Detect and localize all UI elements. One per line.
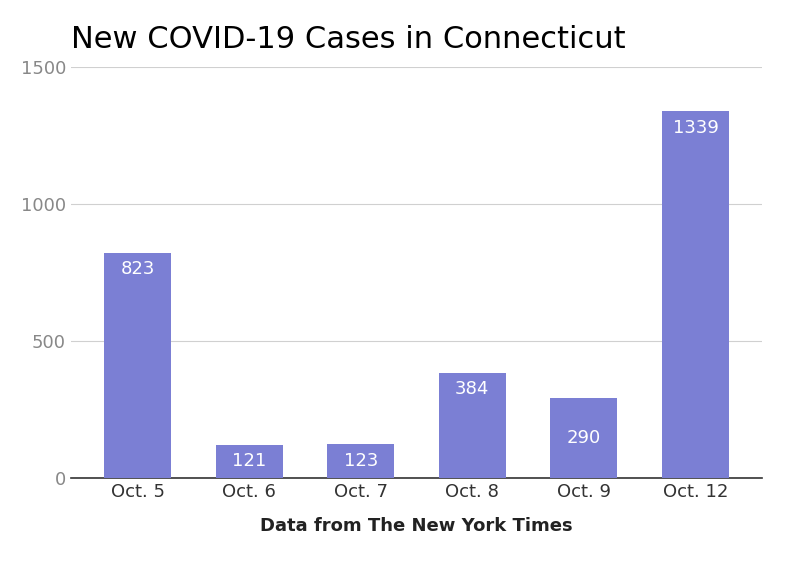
X-axis label: Data from The New York Times: Data from The New York Times: [260, 517, 573, 535]
Bar: [439, 373, 506, 478]
Text: 823: 823: [120, 260, 155, 278]
Text: 123: 123: [343, 452, 378, 470]
Text: 121: 121: [232, 452, 266, 470]
Text: 1339: 1339: [673, 119, 718, 137]
Bar: [550, 398, 617, 478]
Text: 290: 290: [567, 429, 601, 447]
Bar: [327, 444, 395, 478]
Text: 384: 384: [455, 380, 490, 398]
Bar: [105, 252, 171, 478]
Text: New COVID-19 Cases in Connecticut: New COVID-19 Cases in Connecticut: [71, 25, 626, 54]
Bar: [216, 445, 283, 478]
Bar: [662, 111, 729, 478]
